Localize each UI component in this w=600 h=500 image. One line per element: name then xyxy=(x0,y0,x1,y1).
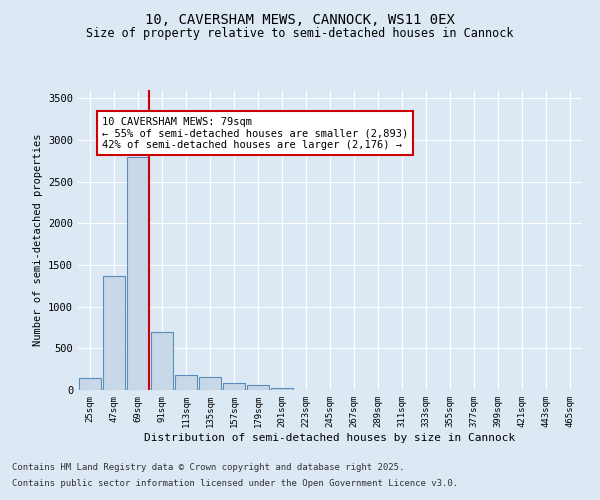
Text: 10 CAVERSHAM MEWS: 79sqm
← 55% of semi-detached houses are smaller (2,893)
42% o: 10 CAVERSHAM MEWS: 79sqm ← 55% of semi-d… xyxy=(102,116,408,150)
Text: Contains HM Land Registry data © Crown copyright and database right 2025.: Contains HM Land Registry data © Crown c… xyxy=(12,464,404,472)
Bar xyxy=(223,382,245,390)
Text: 10, CAVERSHAM MEWS, CANNOCK, WS11 0EX: 10, CAVERSHAM MEWS, CANNOCK, WS11 0EX xyxy=(145,12,455,26)
Bar xyxy=(79,378,101,390)
Bar xyxy=(271,388,293,390)
Bar xyxy=(103,276,125,390)
Bar xyxy=(199,376,221,390)
Y-axis label: Number of semi-detached properties: Number of semi-detached properties xyxy=(32,134,43,346)
Text: Contains public sector information licensed under the Open Government Licence v3: Contains public sector information licen… xyxy=(12,478,458,488)
Bar xyxy=(127,156,149,390)
Bar xyxy=(175,376,197,390)
X-axis label: Distribution of semi-detached houses by size in Cannock: Distribution of semi-detached houses by … xyxy=(145,432,515,442)
Bar xyxy=(247,386,269,390)
Text: Size of property relative to semi-detached houses in Cannock: Size of property relative to semi-detach… xyxy=(86,28,514,40)
Bar xyxy=(151,332,173,390)
